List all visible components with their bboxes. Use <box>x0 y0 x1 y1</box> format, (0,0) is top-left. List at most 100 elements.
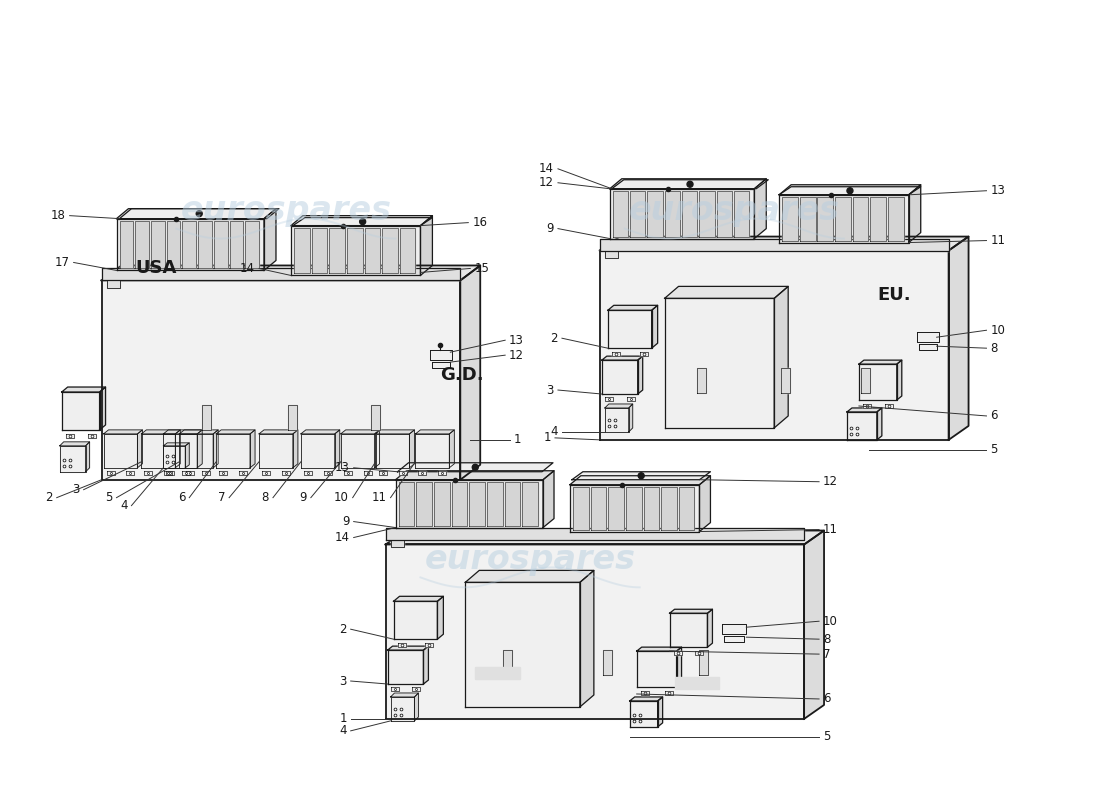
Polygon shape <box>909 185 921 242</box>
Polygon shape <box>397 462 553 472</box>
Polygon shape <box>629 697 662 701</box>
Polygon shape <box>664 691 672 695</box>
Polygon shape <box>334 430 340 468</box>
Polygon shape <box>602 360 638 394</box>
Polygon shape <box>674 677 719 689</box>
Polygon shape <box>364 228 381 274</box>
Polygon shape <box>120 209 279 218</box>
Polygon shape <box>117 218 264 270</box>
Polygon shape <box>409 430 415 468</box>
Polygon shape <box>416 434 450 468</box>
Polygon shape <box>396 470 554 480</box>
Polygon shape <box>697 368 706 393</box>
Polygon shape <box>573 486 588 530</box>
Polygon shape <box>103 430 142 434</box>
Polygon shape <box>673 651 682 655</box>
Polygon shape <box>375 434 409 468</box>
Polygon shape <box>185 443 189 468</box>
Polygon shape <box>682 190 697 237</box>
Polygon shape <box>390 687 398 691</box>
Polygon shape <box>386 545 804 719</box>
Polygon shape <box>101 266 481 281</box>
Polygon shape <box>870 197 887 241</box>
Polygon shape <box>465 582 580 707</box>
Polygon shape <box>847 412 877 440</box>
Polygon shape <box>543 470 554 527</box>
Polygon shape <box>258 434 293 468</box>
Polygon shape <box>470 482 485 526</box>
Polygon shape <box>375 430 415 434</box>
Text: 10: 10 <box>990 324 1005 337</box>
Text: 5: 5 <box>106 491 112 504</box>
Polygon shape <box>918 344 937 350</box>
Polygon shape <box>117 209 276 218</box>
Polygon shape <box>627 397 635 401</box>
Text: 3: 3 <box>547 383 554 397</box>
Polygon shape <box>163 446 185 468</box>
Polygon shape <box>290 216 432 226</box>
Text: 9: 9 <box>547 222 554 235</box>
Polygon shape <box>779 194 909 242</box>
Polygon shape <box>570 476 711 485</box>
Polygon shape <box>700 650 708 675</box>
Polygon shape <box>570 485 700 531</box>
Polygon shape <box>755 178 767 238</box>
Text: USA: USA <box>135 259 177 278</box>
Polygon shape <box>179 434 213 468</box>
Polygon shape <box>626 486 641 530</box>
Text: 14: 14 <box>334 531 350 544</box>
Polygon shape <box>644 486 659 530</box>
Polygon shape <box>197 430 202 468</box>
Polygon shape <box>859 360 902 364</box>
Text: eurospares: eurospares <box>425 543 636 576</box>
Text: G.D.: G.D. <box>440 366 484 384</box>
Text: 1: 1 <box>514 434 521 446</box>
Polygon shape <box>62 387 106 392</box>
Polygon shape <box>304 470 311 474</box>
Polygon shape <box>505 482 520 526</box>
Polygon shape <box>382 228 398 274</box>
Circle shape <box>360 218 365 225</box>
Polygon shape <box>416 482 432 526</box>
Polygon shape <box>107 281 120 288</box>
Polygon shape <box>416 430 454 434</box>
Polygon shape <box>637 651 676 687</box>
Polygon shape <box>103 434 138 468</box>
Polygon shape <box>398 470 407 474</box>
Text: 3: 3 <box>73 483 79 496</box>
Polygon shape <box>412 687 420 691</box>
Polygon shape <box>817 197 833 241</box>
Polygon shape <box>290 226 420 275</box>
Polygon shape <box>658 697 662 727</box>
Text: 16: 16 <box>472 216 487 229</box>
Polygon shape <box>293 430 298 468</box>
Polygon shape <box>329 228 345 274</box>
Text: 8: 8 <box>990 342 998 354</box>
Polygon shape <box>782 197 797 241</box>
Text: 14: 14 <box>240 262 255 275</box>
Polygon shape <box>450 430 454 468</box>
Text: 12: 12 <box>823 475 838 488</box>
Polygon shape <box>948 237 968 440</box>
Polygon shape <box>126 470 134 474</box>
Polygon shape <box>670 614 707 647</box>
Polygon shape <box>605 404 632 408</box>
Polygon shape <box>460 266 481 480</box>
Polygon shape <box>166 470 174 474</box>
Polygon shape <box>612 352 619 356</box>
Polygon shape <box>390 539 404 547</box>
Polygon shape <box>605 250 618 258</box>
Polygon shape <box>62 392 100 430</box>
Polygon shape <box>603 650 613 675</box>
Polygon shape <box>640 352 648 356</box>
Polygon shape <box>452 482 468 526</box>
Polygon shape <box>138 430 142 468</box>
Text: 9: 9 <box>342 515 350 528</box>
Polygon shape <box>167 221 180 269</box>
Polygon shape <box>394 602 438 639</box>
Polygon shape <box>800 197 815 241</box>
Text: 2: 2 <box>339 622 346 636</box>
Polygon shape <box>661 486 676 530</box>
Text: 4: 4 <box>339 724 346 738</box>
Polygon shape <box>343 470 352 474</box>
